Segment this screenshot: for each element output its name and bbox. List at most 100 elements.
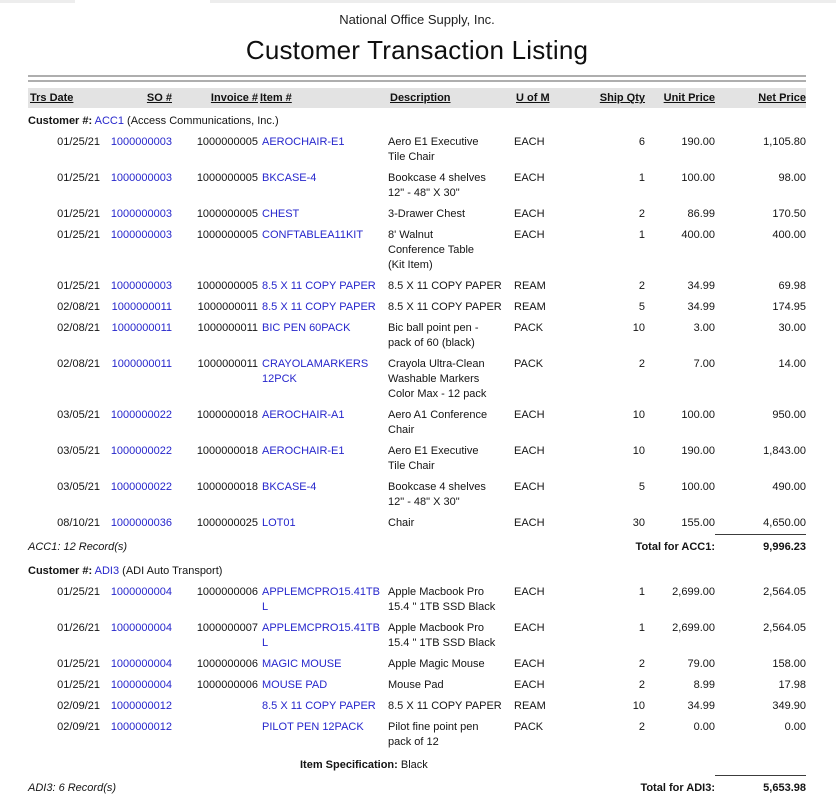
- so-number-cell: 1000000004: [100, 654, 172, 675]
- transaction-table: Trs Date SO # Invoice # Item # Descripti…: [28, 88, 806, 799]
- unit-price-cell: 190.00: [645, 132, 715, 168]
- item-number-link[interactable]: PILOT PEN 12PACK: [262, 721, 364, 733]
- item-number-link[interactable]: AEROCHAIR-E1: [262, 445, 345, 457]
- uom-cell: REAM: [514, 297, 578, 318]
- item-number-link[interactable]: 8.5 X 11 COPY PAPER: [262, 301, 376, 313]
- description-cell: Mouse Pad: [388, 675, 514, 696]
- so-number-link[interactable]: 1000000022: [111, 445, 172, 457]
- item-number-link[interactable]: MOUSE PAD: [262, 679, 327, 691]
- transaction-row: 01/25/21 1000000003 1000000005 AEROCHAIR…: [28, 132, 806, 168]
- so-number-link[interactable]: 1000000011: [112, 301, 172, 313]
- so-number-link[interactable]: 1000000003: [111, 136, 172, 148]
- description-cell: Bookcase 4 shelves 12" - 48" X 30": [388, 168, 514, 204]
- item-number-link[interactable]: CHEST: [262, 208, 299, 220]
- customer-name: (ADI Auto Transport): [122, 565, 222, 577]
- records-count-note: ACC1: 12 Record(s): [28, 535, 388, 559]
- column-header-uom: U of M: [514, 88, 578, 108]
- item-number-cell: BKCASE-4: [258, 477, 388, 513]
- net-price-cell: 158.00: [715, 654, 806, 675]
- item-number-link[interactable]: 8.5 X 11 COPY PAPER: [262, 280, 376, 292]
- so-number-link[interactable]: 1000000011: [112, 358, 172, 370]
- item-number-link[interactable]: CRAYOLAMARKERS 12PCK: [262, 358, 368, 385]
- invoice-number-cell: 1000000011: [172, 354, 258, 405]
- item-number-link[interactable]: BKCASE-4: [262, 481, 316, 493]
- item-number-link[interactable]: AEROCHAIR-E1: [262, 136, 345, 148]
- so-number-link[interactable]: 1000000003: [111, 208, 172, 220]
- so-number-link[interactable]: 1000000012: [111, 721, 172, 733]
- item-number-link[interactable]: 8.5 X 11 COPY PAPER: [262, 700, 376, 712]
- transaction-row: 02/08/21 1000000011 1000000011 8.5 X 11 …: [28, 297, 806, 318]
- invoice-number-cell: 1000000018: [172, 441, 258, 477]
- ship-qty-cell: 2: [578, 654, 645, 675]
- transaction-row: 02/08/21 1000000011 1000000011 BIC PEN 6…: [28, 318, 806, 354]
- description-cell: Chair: [388, 513, 514, 535]
- so-number-link[interactable]: 1000000022: [111, 481, 172, 493]
- trs-date-cell: 01/25/21: [28, 168, 100, 204]
- so-number-link[interactable]: 1000000011: [112, 322, 172, 334]
- net-price-cell: 170.50: [715, 204, 806, 225]
- so-number-link[interactable]: 1000000003: [111, 229, 172, 241]
- item-number-link[interactable]: BKCASE-4: [262, 172, 316, 184]
- trs-date-cell: 01/25/21: [28, 204, 100, 225]
- ship-qty-cell: 2: [578, 204, 645, 225]
- unit-price-cell: 34.99: [645, 696, 715, 717]
- item-number-link[interactable]: MAGIC MOUSE: [262, 658, 341, 670]
- ship-qty-cell: 5: [578, 297, 645, 318]
- item-specification-label: Item Specification:: [300, 759, 398, 771]
- so-number-cell: 1000000003: [100, 168, 172, 204]
- so-number-link[interactable]: 1000000012: [111, 700, 172, 712]
- so-number-cell: 1000000022: [100, 405, 172, 441]
- description-cell: Apple Macbook Pro 15.4 " 1TB SSD Black: [388, 618, 514, 654]
- description-cell: Apple Macbook Pro 15.4 " 1TB SSD Black: [388, 582, 514, 618]
- so-number-link[interactable]: 1000000003: [111, 172, 172, 184]
- customer-code-link[interactable]: ADI3: [95, 565, 119, 577]
- so-number-cell: 1000000004: [100, 582, 172, 618]
- ship-qty-cell: 1: [578, 618, 645, 654]
- item-number-link[interactable]: LOT01: [262, 517, 296, 529]
- net-price-cell: 174.95: [715, 297, 806, 318]
- unit-price-cell: 2,699.00: [645, 618, 715, 654]
- unit-price-cell: 100.00: [645, 405, 715, 441]
- uom-cell: PACK: [514, 318, 578, 354]
- item-number-cell: 8.5 X 11 COPY PAPER: [258, 276, 388, 297]
- net-price-cell: 98.00: [715, 168, 806, 204]
- column-header-ship-qty: Ship Qty: [578, 88, 645, 108]
- uom-cell: EACH: [514, 132, 578, 168]
- net-price-cell: 0.00: [715, 717, 806, 753]
- description-cell: Bic ball point pen - pack of 60 (black): [388, 318, 514, 354]
- customer-number-label: Customer #:: [28, 115, 92, 127]
- trs-date-cell: 01/26/21: [28, 618, 100, 654]
- description-cell: Aero A1 Conference Chair: [388, 405, 514, 441]
- item-number-cell: BIC PEN 60PACK: [258, 318, 388, 354]
- transaction-row: 01/25/21 1000000003 1000000005 CHEST 3-D…: [28, 204, 806, 225]
- ship-qty-cell: 10: [578, 405, 645, 441]
- item-number-link[interactable]: APPLEMCPRO15.41TBL: [262, 586, 380, 613]
- ship-qty-cell: 2: [578, 675, 645, 696]
- so-number-link[interactable]: 1000000004: [111, 622, 172, 634]
- so-number-cell: 1000000011: [100, 354, 172, 405]
- uom-cell: EACH: [514, 405, 578, 441]
- so-number-link[interactable]: 1000000003: [111, 280, 172, 292]
- uom-cell: EACH: [514, 204, 578, 225]
- net-price-cell: 30.00: [715, 318, 806, 354]
- customer-transaction-report: National Office Supply, Inc. Customer Tr…: [0, 12, 836, 799]
- transaction-row: 01/26/21 1000000004 1000000007 APPLEMCPR…: [28, 618, 806, 654]
- so-number-link[interactable]: 1000000022: [111, 409, 172, 421]
- net-price-cell: 4,650.00: [715, 513, 806, 535]
- transaction-row: 02/09/21 1000000012 PILOT PEN 12PACK Pil…: [28, 717, 806, 753]
- trs-date-cell: 03/05/21: [28, 477, 100, 513]
- customer-number-label: Customer #:: [28, 565, 92, 577]
- so-number-link[interactable]: 1000000036: [111, 517, 172, 529]
- uom-cell: EACH: [514, 582, 578, 618]
- trs-date-cell: 01/25/21: [28, 225, 100, 276]
- item-number-link[interactable]: BIC PEN 60PACK: [262, 322, 350, 334]
- so-number-link[interactable]: 1000000004: [111, 679, 172, 691]
- item-number-link[interactable]: CONFTABLEA11KIT: [262, 229, 363, 241]
- unit-price-cell: 100.00: [645, 477, 715, 513]
- customer-code-link[interactable]: ACC1: [95, 115, 124, 127]
- item-number-link[interactable]: AEROCHAIR-A1: [262, 409, 345, 421]
- so-number-link[interactable]: 1000000004: [111, 586, 172, 598]
- item-number-link[interactable]: APPLEMCPRO15.41TBL: [262, 622, 380, 649]
- unit-price-cell: 100.00: [645, 168, 715, 204]
- so-number-link[interactable]: 1000000004: [111, 658, 172, 670]
